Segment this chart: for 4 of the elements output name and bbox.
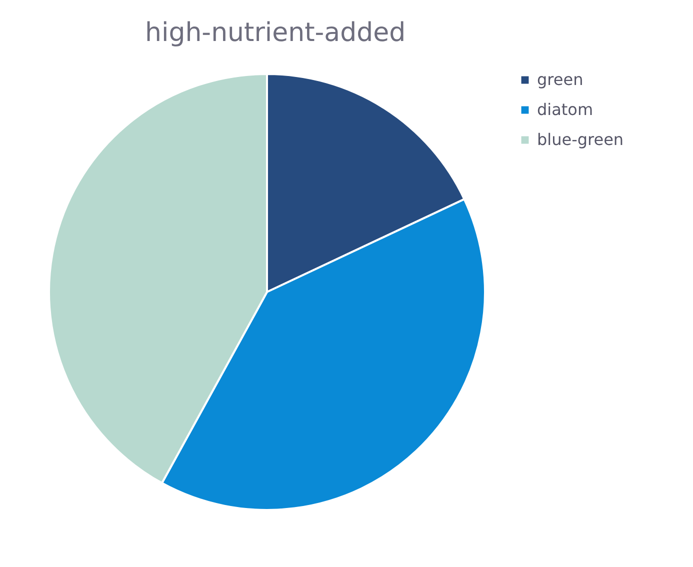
chart-title: high-nutrient-added bbox=[145, 18, 406, 48]
legend-label: blue-green bbox=[537, 130, 624, 149]
legend-label: green bbox=[537, 70, 584, 89]
legend-label: diatom bbox=[537, 100, 594, 119]
